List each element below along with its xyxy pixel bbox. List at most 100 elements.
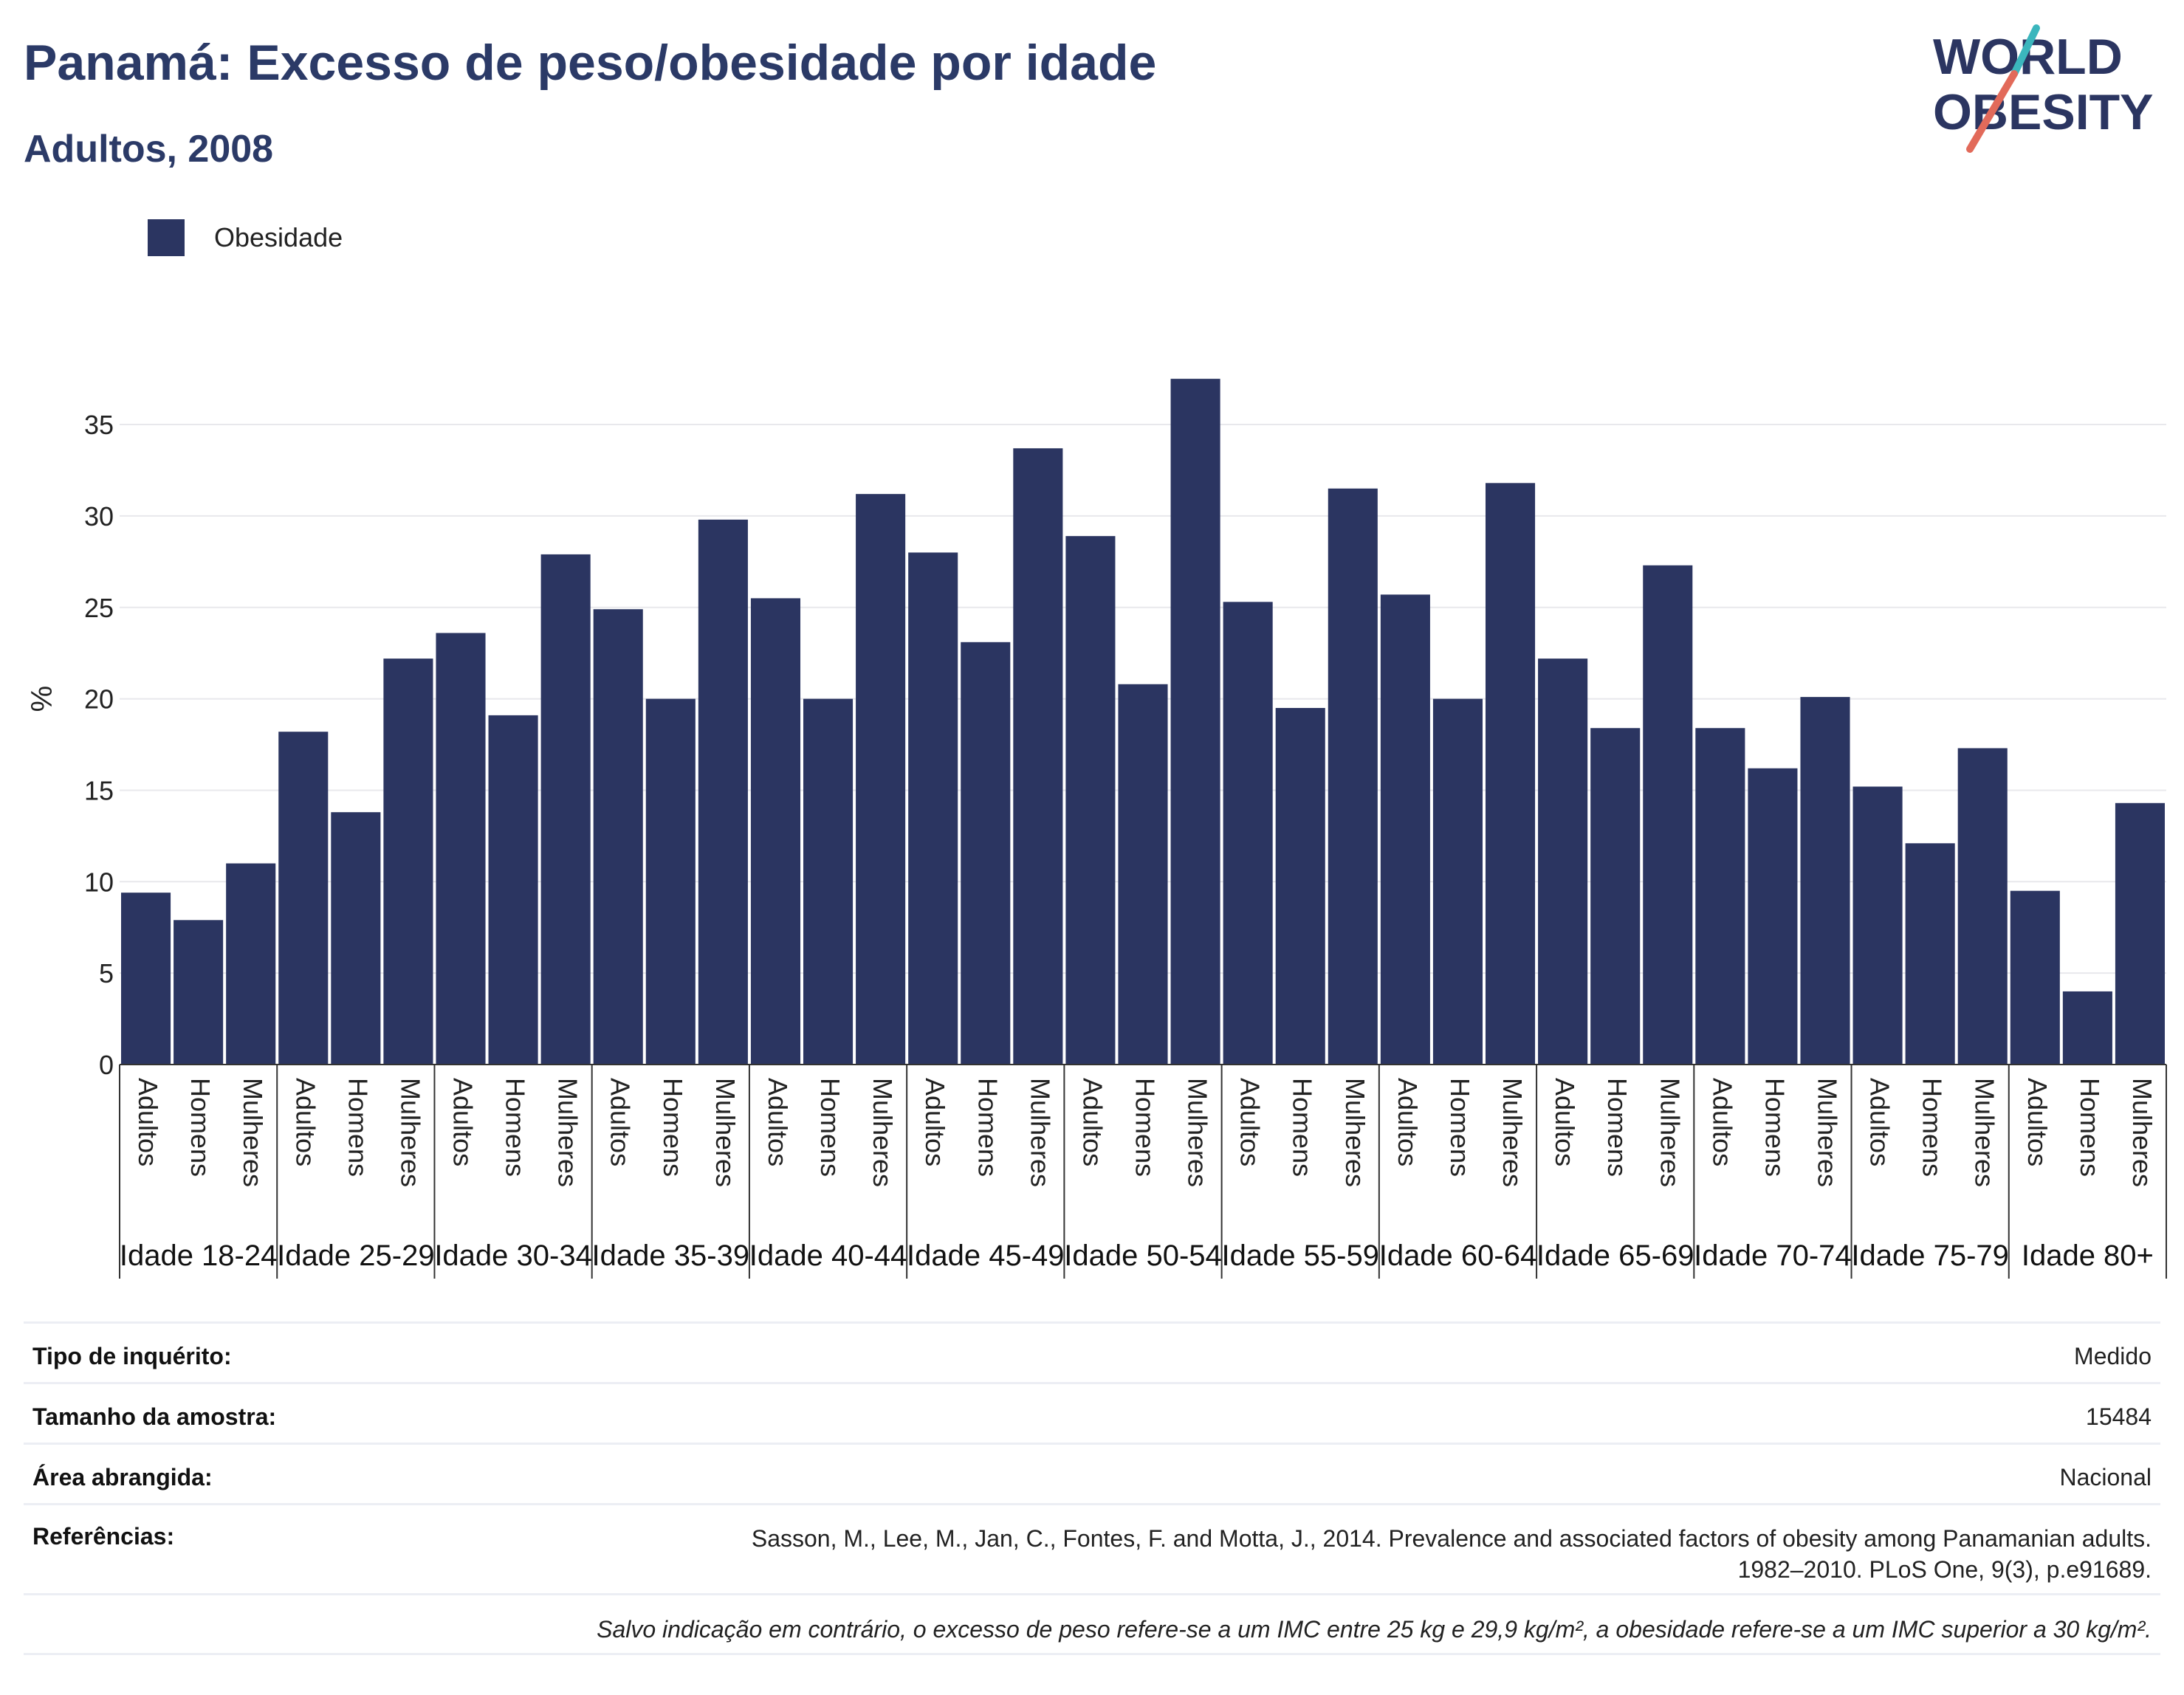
bar <box>1486 483 1536 1065</box>
x-subcategory-label: Adultos <box>1235 1078 1266 1166</box>
y-tick-label: 35 <box>84 410 114 440</box>
info-row-note: Salvo indicação em contrário, o excesso … <box>24 1593 2160 1655</box>
bar <box>226 863 276 1065</box>
info-row-area: Área abrangida: Nacional <box>24 1443 2160 1503</box>
x-subcategory-label: Mulheres <box>553 1078 583 1187</box>
x-subcategory-label: Adultos <box>920 1078 950 1166</box>
info-row-references: Referências: Sasson, M., Lee, M., Jan, C… <box>24 1503 2160 1593</box>
chart-subtitle: Adultos, 2008 <box>24 128 274 171</box>
references-line-2: 1982–2010. PLoS One, 9(3), p.e91689. <box>1737 1556 2152 1583</box>
x-group-label: Idade 40-44 <box>749 1240 907 1272</box>
logo-word-world: WORLD <box>1933 29 2123 85</box>
x-group-label: Idade 60-64 <box>1379 1240 1537 1272</box>
x-subcategory-label: Adultos <box>763 1078 793 1166</box>
x-subcategory-label: Mulheres <box>395 1078 425 1187</box>
bar <box>803 698 854 1065</box>
x-subcategory-label: Adultos <box>605 1078 636 1166</box>
bar <box>1590 728 1641 1065</box>
x-subcategory-label: Mulheres <box>238 1078 268 1187</box>
bar <box>593 609 643 1065</box>
bar <box>331 812 381 1065</box>
x-subcategory-label: Homens <box>1445 1078 1475 1177</box>
x-group-label: Idade 30-34 <box>434 1240 592 1272</box>
bar <box>1643 565 1693 1065</box>
x-subcategory-label: Mulheres <box>1655 1078 1685 1187</box>
legend-label-obesidade: Obesidade <box>214 222 343 252</box>
bar <box>1432 698 1483 1065</box>
y-tick-label: 15 <box>84 775 114 805</box>
bar <box>1275 707 1325 1065</box>
bar <box>1065 536 1116 1065</box>
x-subcategory-label: Homens <box>185 1078 216 1177</box>
bar <box>1748 768 1798 1065</box>
bar-chart: 0 5 10 15 20 25 30 35% Adultos Homens Mulheres Adul… <box>26 379 2167 1279</box>
bar <box>1170 379 1220 1065</box>
bar <box>1380 594 1430 1065</box>
x-subcategory-label: Mulheres <box>710 1078 741 1187</box>
bar <box>2062 991 2112 1065</box>
y-tick-label: 10 <box>84 867 114 897</box>
x-subcategory-label: Mulheres <box>1812 1078 1842 1187</box>
x-group-label: Idade 50-54 <box>1064 1240 1222 1272</box>
x-group-label: Idade 45-49 <box>907 1240 1065 1272</box>
bar <box>2010 890 2060 1065</box>
x-subcategory-label: Homens <box>1130 1078 1160 1177</box>
info-row-survey-type: Tipo de inquérito: Medido <box>24 1321 2160 1382</box>
x-subcategory-label: Homens <box>1759 1078 1790 1177</box>
x-subcategory-label: Adultos <box>1865 1078 1895 1166</box>
x-subcategory-label: Adultos <box>1077 1078 1108 1166</box>
x-subcategory-label: Mulheres <box>868 1078 898 1187</box>
bar <box>1695 728 1745 1065</box>
x-group-label: Idade 65-69 <box>1536 1240 1694 1272</box>
bar <box>278 732 329 1065</box>
definition-note: Salvo indicação em contrário, o excesso … <box>597 1616 2152 1643</box>
bar <box>645 698 696 1065</box>
legend-swatch-obesidade <box>148 219 185 256</box>
x-subcategory-label: Mulheres <box>1183 1078 1213 1187</box>
bar <box>1118 684 1168 1065</box>
y-tick-label: 25 <box>84 593 114 623</box>
x-subcategory-label: Homens <box>658 1078 688 1177</box>
x-subcategory-label: Adultos <box>447 1078 478 1166</box>
x-subcategory-label: Mulheres <box>1025 1078 1055 1187</box>
x-subcategory-label: Homens <box>815 1078 845 1177</box>
survey-type-value: Medido <box>2074 1343 2152 1369</box>
x-group-label: Idade 55-59 <box>1221 1240 1379 1272</box>
bar <box>1013 448 1063 1065</box>
logo-word-obesity: OBESITY <box>1933 84 2154 140</box>
bar <box>540 554 591 1065</box>
x-subcategory-label: Adultos <box>1707 1078 1737 1166</box>
x-subcategory-label: Mulheres <box>2127 1078 2157 1187</box>
x-subcategory-label: Adultos <box>1550 1078 1580 1166</box>
sample-size-label: Tamanho da amostra: <box>32 1403 277 1430</box>
logo-slash-teal <box>2010 24 2040 78</box>
bar <box>750 598 800 1065</box>
x-group-label: Idade 35-39 <box>592 1240 750 1272</box>
bar <box>1223 602 1273 1065</box>
bar <box>2115 802 2165 1065</box>
x-subcategory-label: Adultos <box>1393 1078 1423 1166</box>
bar <box>488 715 538 1065</box>
area-value: Nacional <box>2059 1464 2152 1491</box>
x-subcategory-label: Homens <box>1602 1078 1632 1177</box>
x-subcategory-label: Homens <box>2075 1078 2105 1177</box>
x-subcategory-label: Homens <box>1917 1078 1948 1177</box>
chart-title: Panamá: Excesso de peso/obesidade por id… <box>24 35 1157 91</box>
bar <box>121 893 171 1065</box>
x-subcategory-label: Homens <box>501 1078 531 1177</box>
bar <box>1957 748 2008 1065</box>
bar <box>383 659 433 1065</box>
y-tick-label: 5 <box>99 958 114 989</box>
bar <box>1538 659 1588 1065</box>
x-subcategory-label: Homens <box>343 1078 373 1177</box>
x-subcategory-label: Adultos <box>2022 1078 2053 1166</box>
bar <box>174 920 224 1065</box>
chart-legend[interactable]: Obesidade <box>148 219 343 256</box>
x-subcategory-label: Mulheres <box>1497 1078 1528 1187</box>
bar <box>698 519 748 1065</box>
sample-size-value: 15484 <box>2086 1403 2152 1430</box>
survey-info-table: Tipo de inquérito: Medido Tamanho da amo… <box>24 1321 2160 1655</box>
y-axis-label: % <box>26 686 58 712</box>
bar <box>961 642 1011 1065</box>
bar <box>1328 488 1378 1065</box>
